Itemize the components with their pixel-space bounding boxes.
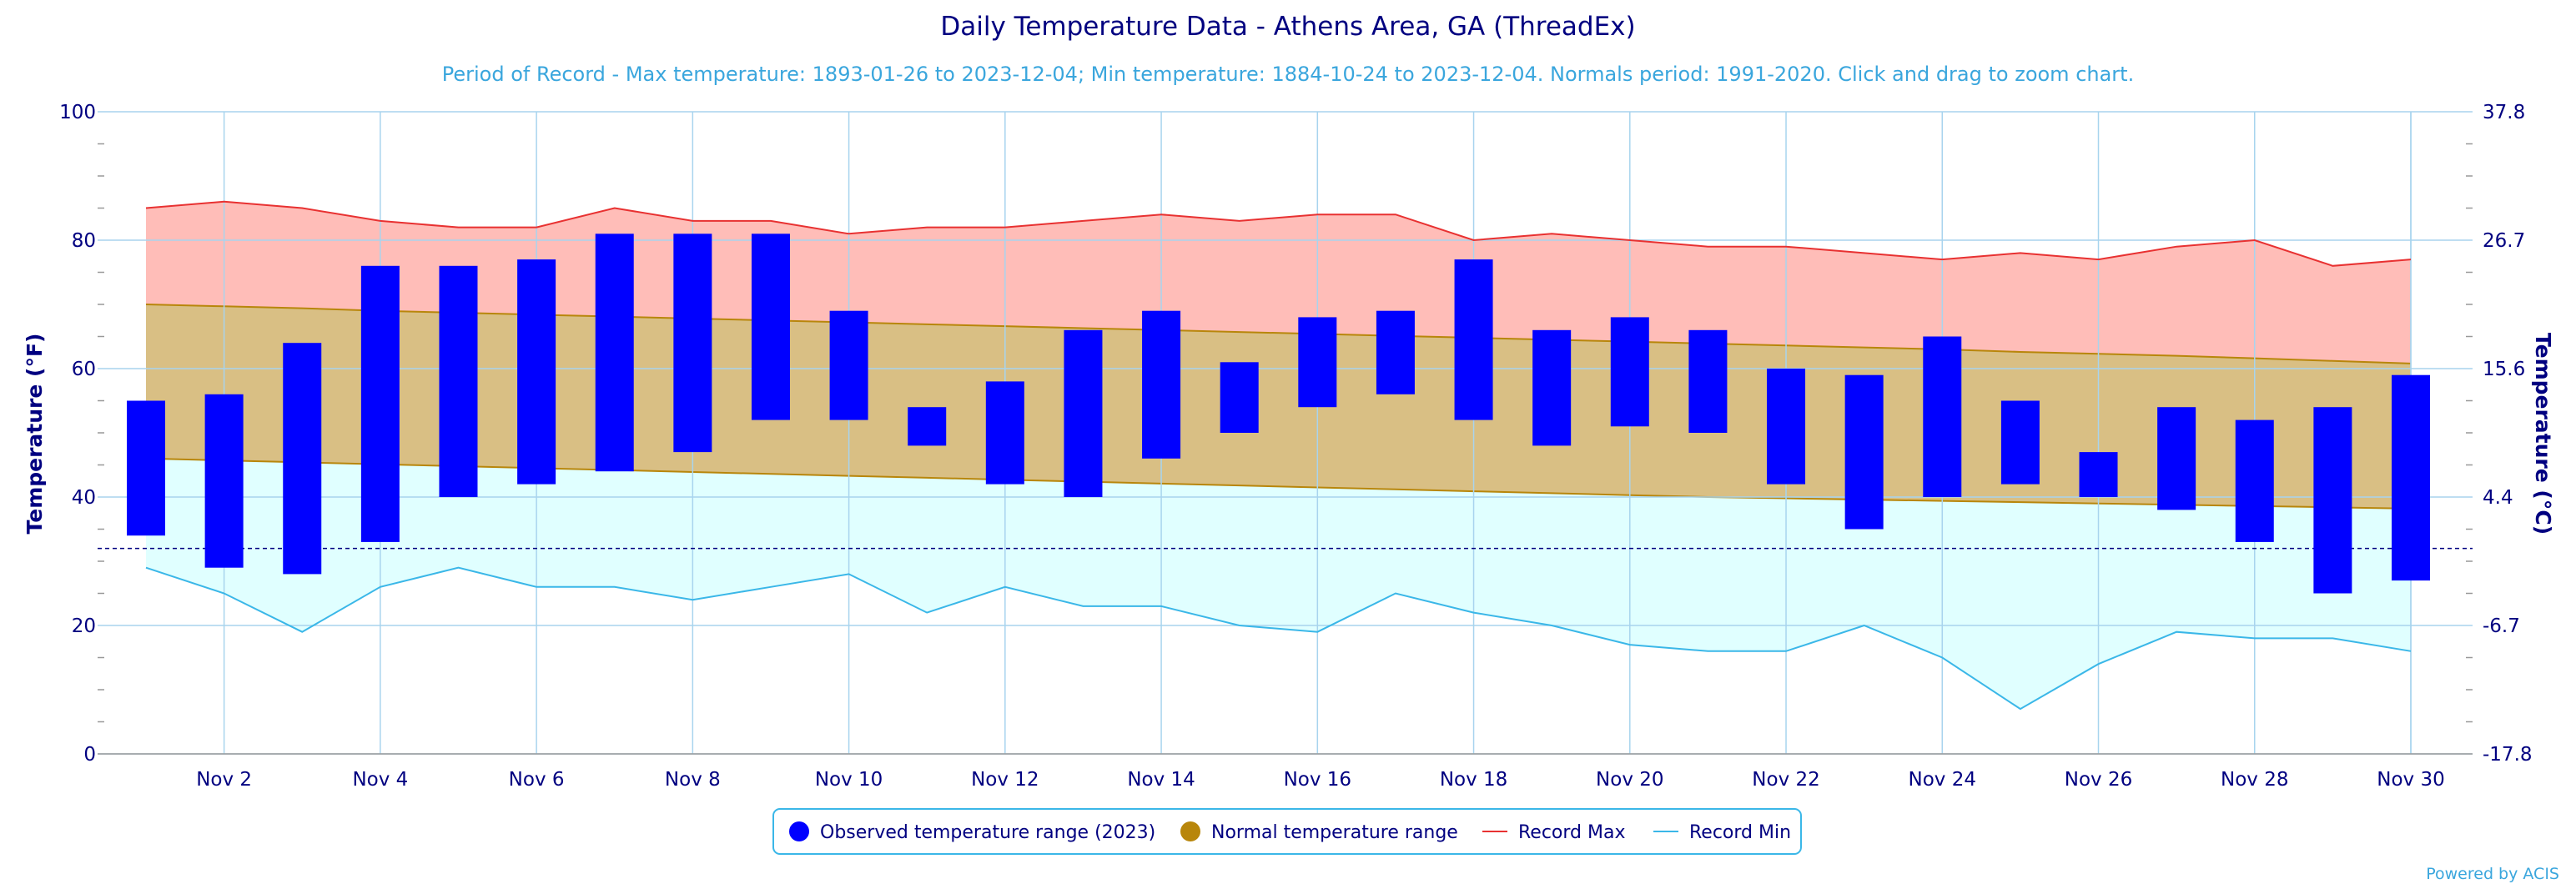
y-tick-label-left: 80 [72,230,96,252]
x-tick-label: Nov 18 [1440,769,1507,791]
observed-bar [439,265,478,497]
y-tick-label-right: 26.7 [2483,230,2525,252]
y-tick-label-left: 20 [72,615,96,637]
x-tick-label: Nov 14 [1127,769,1195,791]
observed-bar [1532,329,1572,446]
observed-bar [517,259,556,485]
x-tick-label: Nov 20 [1596,769,1663,791]
observed-bar [2235,419,2274,542]
legend-item-normal[interactable]: Normal temperature range [1180,821,1458,843]
observed-bar [1767,369,1806,485]
observed-bar [360,265,400,542]
y-tick-label-right: 37.8 [2483,102,2525,123]
observed-bar [2157,407,2196,510]
x-tick-label: Nov 28 [2221,769,2288,791]
chart-title: Daily Temperature Data - Athens Area, GA… [940,12,1635,42]
observed-bar [204,394,244,568]
legend: Observed temperature range (2023) Normal… [772,808,1802,855]
x-tick-label: Nov 26 [2065,769,2132,791]
y-axis-left-title: Temperature (°F) [23,334,47,535]
observed-bar [1376,310,1415,394]
x-tick-label: Nov 30 [2377,769,2444,791]
chart-subtitle: Period of Record - Max temperature: 1893… [442,63,2134,86]
observed-bar [2313,407,2352,594]
record-min-line [145,566,2412,711]
x-tick-label: Nov 16 [1284,769,1351,791]
y-axis-right-title: Temperature (°C) [2531,333,2555,535]
legend-record-max-label: Record Max [1518,822,1626,843]
y-tick-label-left: 60 [72,359,96,380]
y-tick-label-left: 100 [59,102,96,123]
x-tick-label: Nov 12 [971,769,1039,791]
legend-item-record-min[interactable]: Record Min [1653,822,1791,843]
observed-bar [1688,329,1728,433]
axes: 0 20 40 60 80 100 -17.8 -6.7 4.4 15.6 26.7 37.8 Nov … [59,102,2532,791]
observed-bar [1454,259,1493,420]
record-lines [145,200,2412,711]
plot-bands [145,201,2412,710]
legend-normal-marker [1180,821,1200,841]
x-tick-label: Nov 10 [815,769,883,791]
observed-bar [829,310,868,420]
y-tick-label-left: 40 [72,487,96,509]
observed-bars [127,234,2430,594]
legend-box [772,808,1802,855]
y-tick-label-right: 4.4 [2483,487,2513,509]
observed-bar [1923,336,1962,497]
record-band-area [146,201,2411,364]
observed-bar [1142,310,1181,459]
x-tick-label: Nov 8 [665,769,721,791]
observed-bar [1064,329,1103,497]
record-max-line [145,200,2412,267]
legend-item-observed[interactable]: Observed temperature range (2023) [789,821,1155,843]
observed-bar [673,234,712,453]
x-tick-label: Nov 4 [352,769,408,791]
observed-bar [751,234,790,420]
observed-bar [127,400,165,536]
observed-bar [2079,452,2118,497]
observed-bar [1220,362,1259,433]
x-tick-label: Nov 22 [1752,769,1819,791]
y-tick-label-right: -6.7 [2483,615,2520,637]
x-tick-label: Nov 2 [196,769,252,791]
observed-bar [1844,374,1884,530]
y-tick-label-right: 15.6 [2483,359,2525,380]
y-tick-label-left: 0 [83,744,96,766]
observed-bar [283,343,322,575]
x-tick-label: Nov 6 [509,769,565,791]
observed-bar [908,407,947,446]
legend-record-min-label: Record Min [1689,822,1791,843]
x-tick-label: Nov 24 [1909,769,1976,791]
y-tick-label-right: -17.8 [2483,744,2533,766]
normal-band-area [146,304,2411,509]
observed-bar [1610,317,1649,427]
legend-observed-label: Observed temperature range (2023) [820,822,1155,843]
observed-bar [2000,400,2040,485]
cold-band-area [146,458,2411,710]
acis-credit-link[interactable]: Powered by ACIS [2426,865,2559,883]
legend-normal-label: Normal temperature range [1211,822,1458,843]
observed-bar [985,381,1024,485]
observed-bar [595,234,634,472]
legend-observed-marker [789,821,809,841]
legend-item-record-max[interactable]: Record Max [1482,822,1626,843]
observed-bar [2392,374,2430,581]
observed-bar [1298,317,1337,408]
